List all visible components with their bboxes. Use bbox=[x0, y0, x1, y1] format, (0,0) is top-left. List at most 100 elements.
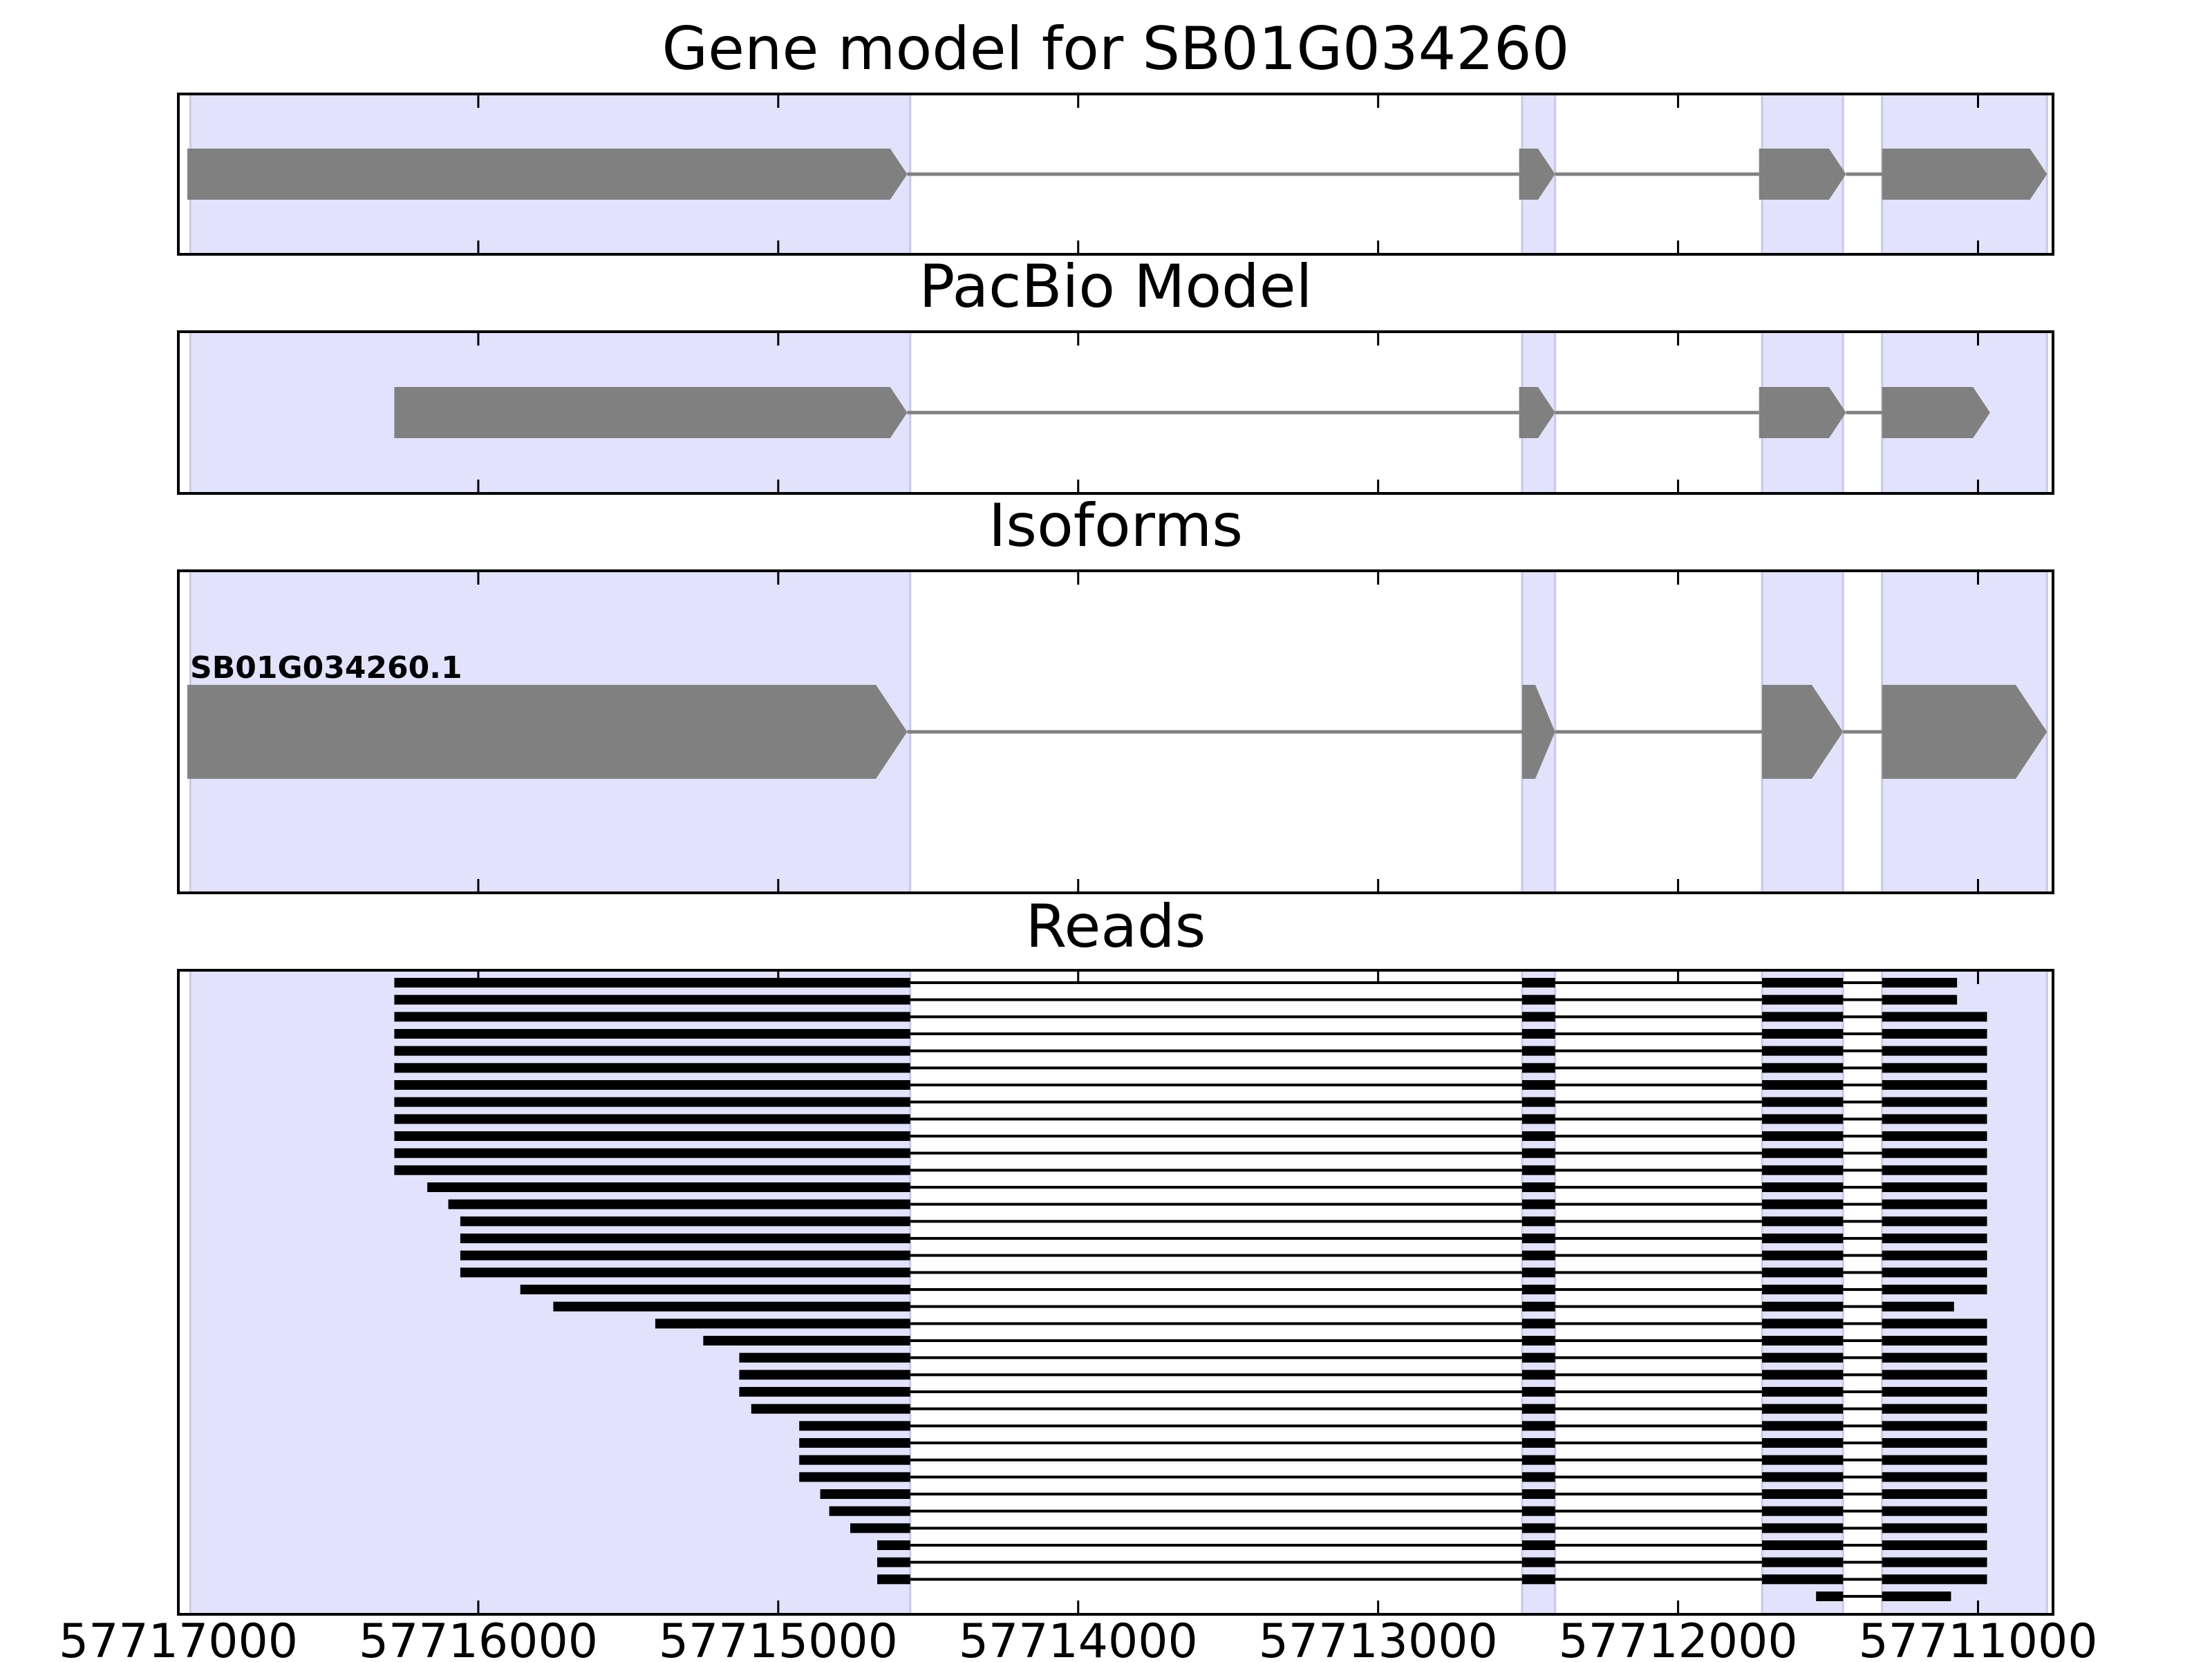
read-block bbox=[1882, 1216, 1987, 1227]
read-block bbox=[739, 1387, 910, 1397]
read-block bbox=[1762, 1455, 1844, 1465]
read-block bbox=[1762, 1234, 1844, 1243]
x-tick-label: 57717000 bbox=[59, 1614, 298, 1659]
read-block bbox=[1521, 1540, 1555, 1550]
panel-frame bbox=[177, 969, 2054, 1616]
read bbox=[751, 1404, 1987, 1414]
read-block bbox=[394, 1063, 910, 1073]
read bbox=[739, 1352, 1987, 1363]
gene-model-panel: Gene model for SB01G034260 bbox=[177, 15, 2054, 256]
read-block bbox=[1882, 1472, 1987, 1482]
panel-title: Isoforms bbox=[988, 491, 1243, 560]
read bbox=[394, 1046, 1987, 1056]
read-block bbox=[1762, 1250, 1844, 1260]
read-block bbox=[1762, 1182, 1844, 1192]
read-block bbox=[1882, 1080, 1987, 1090]
exon-arrow bbox=[1882, 149, 2047, 200]
read-block bbox=[1882, 1148, 1987, 1158]
read bbox=[799, 1472, 1987, 1482]
read-block bbox=[1762, 1523, 1844, 1533]
x-tick-label: 57714000 bbox=[959, 1614, 1198, 1659]
read bbox=[460, 1250, 1987, 1260]
read-block bbox=[1882, 1182, 1987, 1192]
read-block bbox=[394, 1046, 910, 1056]
read-block bbox=[1882, 1234, 1987, 1243]
read-block bbox=[1882, 1114, 1987, 1124]
read-block bbox=[1882, 1319, 1987, 1329]
read-block bbox=[1521, 1267, 1555, 1278]
read-block bbox=[1521, 1046, 1555, 1056]
read-block bbox=[1762, 1165, 1844, 1175]
read bbox=[394, 1131, 1987, 1141]
read-block bbox=[1521, 1557, 1555, 1567]
panel-title: Gene model for SB01G034260 bbox=[662, 15, 1570, 84]
read-block bbox=[655, 1319, 910, 1329]
read bbox=[829, 1506, 1987, 1516]
read-block bbox=[799, 1472, 910, 1482]
read-block bbox=[1882, 1455, 1987, 1465]
read-block bbox=[394, 978, 910, 988]
read-block bbox=[1762, 1352, 1844, 1363]
read-block bbox=[1521, 1285, 1555, 1294]
read-block bbox=[1762, 1285, 1844, 1294]
read bbox=[460, 1234, 1987, 1243]
read-block bbox=[1521, 1182, 1555, 1192]
read-block bbox=[460, 1267, 910, 1278]
read-block bbox=[1762, 994, 1844, 1005]
read-block bbox=[1882, 1012, 1987, 1022]
read bbox=[427, 1182, 1987, 1192]
read-block bbox=[1882, 1199, 1987, 1209]
read-block bbox=[850, 1523, 910, 1533]
read bbox=[655, 1319, 1987, 1329]
read bbox=[394, 1063, 1987, 1073]
read-block bbox=[1521, 1489, 1555, 1499]
read-block bbox=[1882, 1097, 1987, 1107]
read-block bbox=[394, 1131, 910, 1141]
read-block bbox=[1521, 1336, 1555, 1345]
read-block bbox=[799, 1455, 910, 1465]
panel-frame bbox=[177, 330, 2054, 495]
read bbox=[394, 1165, 1987, 1175]
read-block bbox=[1521, 1080, 1555, 1090]
read-block bbox=[1521, 994, 1555, 1005]
exon-arrow bbox=[1759, 149, 1846, 200]
read-block bbox=[1521, 1199, 1555, 1209]
read-block bbox=[1762, 1267, 1844, 1278]
read-block bbox=[1521, 1319, 1555, 1329]
read-block bbox=[1521, 1387, 1555, 1397]
x-tick-label: 57713000 bbox=[1259, 1614, 1498, 1659]
read bbox=[460, 1267, 1987, 1278]
isoform-label: SB01G034260.1 bbox=[190, 650, 462, 686]
read-block bbox=[1762, 1472, 1844, 1482]
read bbox=[850, 1523, 1987, 1533]
exon-arrow bbox=[1882, 685, 2047, 779]
exon-arrow bbox=[1882, 387, 1990, 438]
read-block bbox=[394, 1012, 910, 1022]
read-block bbox=[799, 1438, 910, 1448]
exon-arrow bbox=[1519, 149, 1555, 200]
exon-arrow bbox=[1762, 685, 1844, 779]
read-block bbox=[394, 1148, 910, 1158]
read-block bbox=[1762, 1063, 1844, 1073]
read-block bbox=[1521, 1301, 1555, 1312]
read-block bbox=[1882, 978, 1958, 988]
exon-arrow bbox=[1521, 685, 1555, 779]
read-block bbox=[460, 1234, 910, 1243]
read-block bbox=[1762, 1540, 1844, 1550]
read-block bbox=[1762, 1574, 1844, 1585]
read bbox=[460, 1216, 1987, 1227]
read-block bbox=[877, 1574, 910, 1585]
read bbox=[820, 1489, 1987, 1499]
read-block bbox=[1882, 1352, 1987, 1363]
reads-panel: Reads bbox=[177, 892, 2054, 1616]
read-block bbox=[1762, 1012, 1844, 1022]
exon-arrow bbox=[1519, 387, 1555, 438]
read-block bbox=[1521, 1114, 1555, 1124]
read bbox=[877, 1540, 1987, 1550]
x-tick-label: 57716000 bbox=[359, 1614, 598, 1659]
read-block bbox=[1521, 1438, 1555, 1448]
read-block bbox=[1762, 1506, 1844, 1516]
read-block bbox=[1882, 1046, 1987, 1056]
read bbox=[553, 1301, 1954, 1312]
